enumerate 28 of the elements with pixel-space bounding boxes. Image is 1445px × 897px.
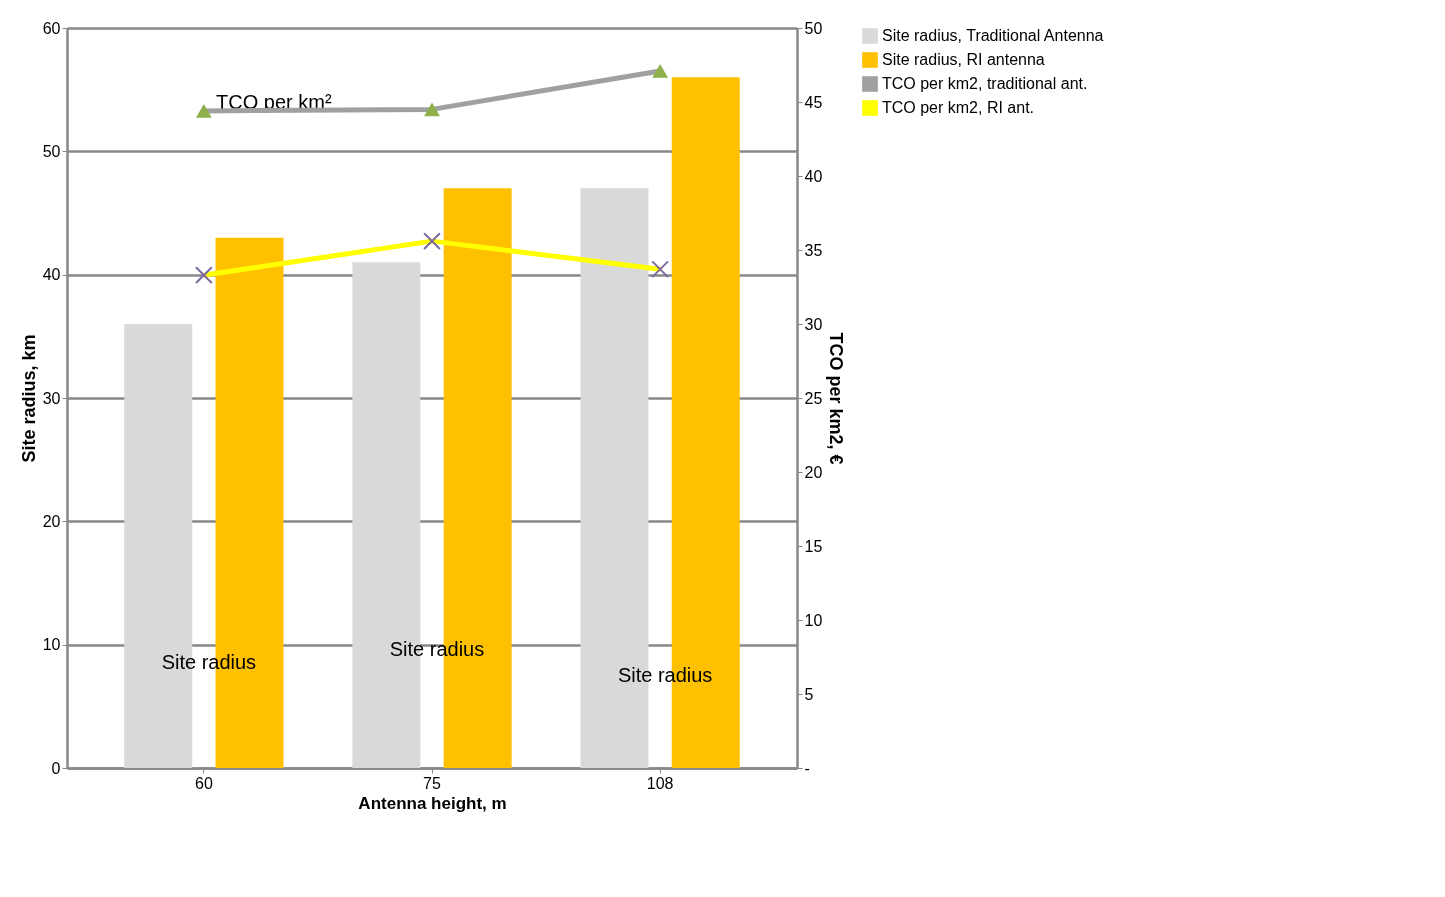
legend-label: TCO per km2, RI ant.	[882, 99, 1035, 116]
x-tick-label: 108	[646, 774, 674, 792]
y-tick-label: 20	[42, 512, 61, 530]
x-axis-title: Antenna height, m	[358, 793, 507, 813]
y-tick-label: 30	[42, 389, 61, 407]
y2-tick-label: 40	[804, 167, 823, 185]
y-tick-label: 0	[51, 759, 61, 777]
legend-label: Site radius, RI antenna	[882, 51, 1045, 68]
y2-tick-label: 30	[804, 315, 823, 333]
y2-tick-label: -	[804, 759, 810, 777]
y2-tick-label: 45	[804, 93, 823, 111]
x-tick-label: 60	[194, 774, 213, 792]
y-axis-title: Site radius, km	[18, 334, 39, 463]
x-tick-label: 75	[423, 774, 441, 792]
y2-tick-label: 20	[804, 463, 823, 481]
y2-tick-label: 10	[804, 611, 823, 629]
legend-label: TCO per km2, traditional ant.	[882, 75, 1088, 92]
y2-tick-label: 35	[804, 241, 823, 259]
y2-tick-label: 5	[804, 685, 814, 703]
y2-axis-title: TCO per km2, €	[826, 332, 847, 465]
y2-tick-label: 50	[804, 19, 823, 37]
y2-tick-label: 25	[804, 389, 823, 407]
y-tick-label: 60	[42, 19, 61, 37]
y2-tick-label: 15	[804, 537, 823, 555]
y-tick-label: 40	[42, 266, 61, 284]
legend-label: Site radius, Traditional Antenna	[882, 27, 1104, 44]
y-tick-label: 10	[42, 636, 61, 654]
y-tick-label: 50	[42, 142, 61, 160]
